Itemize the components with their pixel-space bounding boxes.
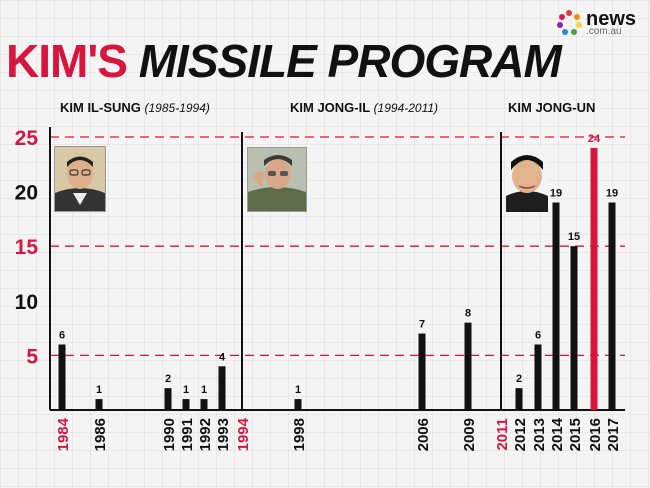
bar-label-1984: 6: [59, 329, 65, 341]
x-tick-1992: 1992: [197, 418, 214, 451]
bar-2017: [608, 202, 616, 410]
y-tick-25: 25: [15, 127, 39, 150]
portrait-kim-il-sung: [54, 146, 106, 212]
bar-2009: [464, 322, 472, 410]
logo-subtext: .com.au: [586, 26, 622, 37]
x-tick-1991: 1991: [179, 418, 196, 451]
bar-2012: [515, 388, 523, 410]
portrait-kim-jong-il: [247, 147, 307, 212]
y-tick-5: 5: [26, 345, 38, 368]
bar-label-2009: 8: [465, 308, 471, 320]
chart-title: KIM'S MISSILE PROGRAM: [6, 34, 562, 88]
bar-2013: [534, 344, 542, 410]
x-tick-1994: 1994: [235, 417, 252, 451]
bar-1984: [58, 344, 66, 410]
bar-1998: [294, 399, 302, 410]
y-tick-15: 15: [15, 236, 39, 259]
bar-2014: [552, 202, 560, 410]
x-tick-1984: 1984: [55, 417, 72, 451]
bar-1990: [164, 388, 172, 410]
portrait-kim-jong-un: [506, 148, 548, 212]
bar-label-2012: 2: [516, 373, 522, 385]
bar-2016: [590, 147, 598, 411]
bar-label-2015: 15: [568, 231, 580, 243]
bar-label-2006: 7: [419, 319, 425, 331]
x-tick-2011: 2011: [494, 418, 511, 451]
x-tick-2017: 2017: [605, 418, 622, 451]
x-tick-1990: 1990: [161, 418, 178, 451]
bar-label-2016: 24: [588, 133, 601, 145]
x-tick-1986: 1986: [92, 418, 109, 451]
era-label-kim-il-sung: KIM IL-SUNG (1985-1994): [60, 100, 210, 115]
x-tick-2016: 2016: [587, 418, 604, 451]
bar-label-1986: 1: [96, 384, 102, 396]
era-label-kim-jong-un: KIM JONG-UN: [508, 100, 596, 115]
x-tick-2013: 2013: [531, 418, 548, 451]
bar-label-1998: 1: [295, 384, 301, 396]
bar-1991: [182, 399, 190, 410]
bar-2006: [418, 333, 426, 410]
bar-1993: [218, 366, 226, 410]
bar-label-2013: 6: [535, 329, 541, 341]
news-logo-icon: [556, 10, 582, 36]
title-part2: MISSILE PROGRAM: [138, 35, 562, 87]
x-tick-1993: 1993: [215, 418, 232, 451]
y-tick-20: 20: [15, 182, 38, 205]
bar-label-1990: 2: [165, 373, 171, 385]
bar-label-1992: 1: [201, 384, 207, 396]
bar-label-1993: 4: [219, 351, 226, 363]
bar-label-2014: 19: [550, 188, 562, 200]
x-tick-2009: 2009: [461, 418, 478, 451]
bar-1992: [200, 399, 208, 410]
x-tick-2006: 2006: [415, 418, 432, 451]
x-tick-2014: 2014: [549, 417, 566, 451]
bar-1986: [95, 399, 103, 410]
logo-text: news: [586, 8, 637, 30]
x-tick-2015: 2015: [567, 418, 584, 451]
bar-label-2017: 19: [606, 188, 618, 200]
y-tick-10: 10: [15, 291, 38, 314]
era-label-kim-jong-il: KIM JONG-IL (1994-2011): [290, 100, 439, 115]
news-logo[interactable]: news .com.au: [556, 9, 636, 37]
x-tick-2012: 2012: [512, 418, 529, 451]
bar-label-1991: 1: [183, 384, 189, 396]
title-part1: KIM'S: [6, 35, 128, 87]
x-tick-1998: 1998: [291, 418, 308, 451]
bar-2015: [570, 246, 578, 410]
